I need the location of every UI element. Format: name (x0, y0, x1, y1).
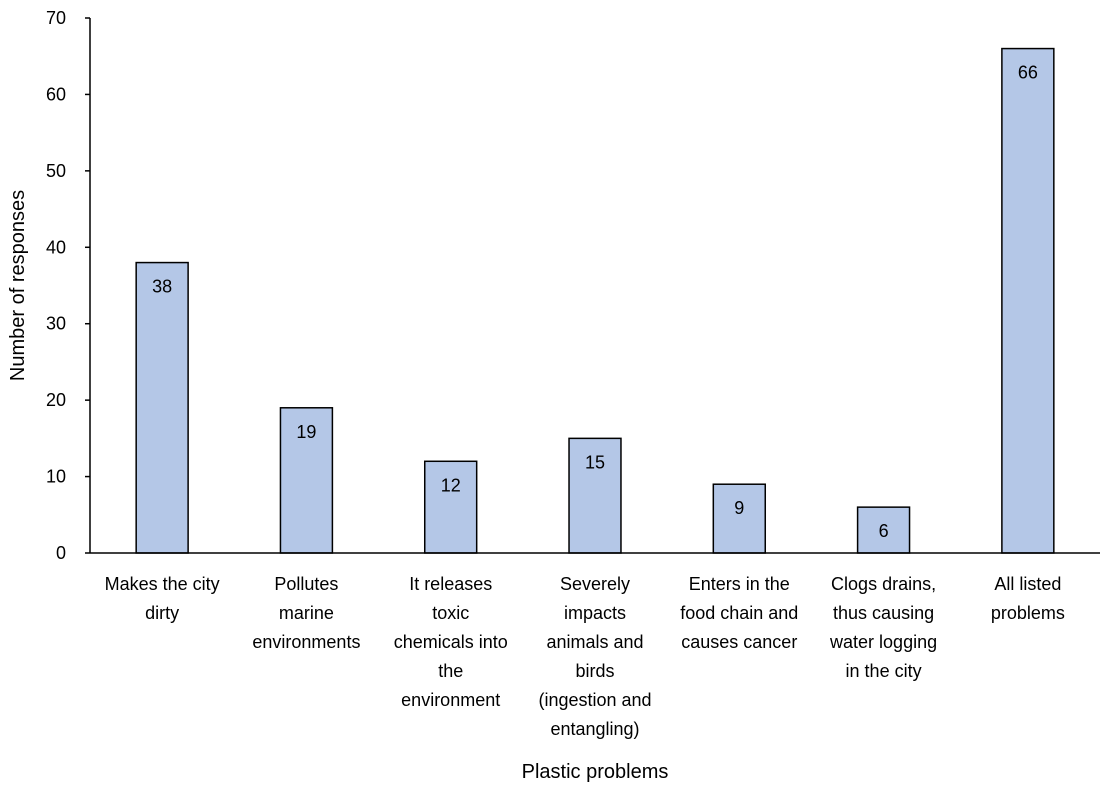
category-label-6: All listed problems (991, 574, 1065, 623)
data-label-1: 19 (296, 422, 316, 442)
category-label-6-line-0: All listed (994, 574, 1061, 594)
category-label-3-line-3: birds (575, 661, 614, 681)
y-tick-label-3: 30 (46, 314, 66, 334)
x-axis-title: Plastic problems (522, 761, 669, 783)
bars (135, 47, 1055, 554)
category-label-2-line-4: environment (401, 690, 500, 710)
category-label-0: Makes the city dirty (105, 574, 220, 623)
category-label-5-line-0: Clogs drains, (831, 574, 936, 594)
category-label-3-line-5: entangling) (550, 719, 639, 739)
category-label-2-line-1: toxic (432, 603, 469, 623)
y-tick-label-2: 20 (46, 390, 66, 410)
data-label-6: 66 (1018, 63, 1038, 83)
y-tick-label-6: 60 (46, 84, 66, 104)
category-label-3-line-4: (ingestion and (538, 690, 651, 710)
category-label-2: It releases toxic chemicals into the environ… (394, 574, 508, 710)
bar-5 (856, 506, 911, 554)
data-label-2: 12 (441, 475, 461, 495)
y-tick-label-4: 40 (46, 237, 66, 257)
y-tick-label-5: 50 (46, 161, 66, 181)
bar-1 (279, 407, 334, 554)
category-label-4-line-1: food chain and (680, 603, 798, 623)
category-labels: Makes the city dirty Pollutes marine environ… (105, 574, 1065, 739)
y-tick-label-0: 0 (56, 543, 66, 563)
category-label-3-line-0: Severely (560, 574, 630, 594)
bar-6 (1001, 47, 1055, 554)
category-label-4-line-2: causes cancer (681, 632, 797, 652)
y-axis-title: Number of responses (7, 190, 29, 381)
data-label-3: 15 (585, 452, 605, 472)
category-label-1-line-2: environments (252, 632, 360, 652)
category-label-1-line-1: marine (279, 603, 334, 623)
category-label-0-line-0: Makes the city (105, 574, 220, 594)
category-label-0-line-1: dirty (145, 603, 179, 623)
category-label-5-line-2: water logging (829, 632, 937, 652)
category-label-1: Pollutes marine environments (252, 574, 360, 652)
category-label-2-line-0: It releases (409, 574, 492, 594)
category-label-5-line-3: in the city (846, 661, 922, 681)
bar-0 (135, 261, 189, 554)
category-label-3-line-2: animals and (546, 632, 643, 652)
category-label-2-line-2: chemicals into (394, 632, 508, 652)
category-label-5-line-1: thus causing (833, 603, 934, 623)
category-label-2-line-3: the (438, 661, 463, 681)
bar-3 (568, 437, 622, 554)
category-label-3: Severely impacts animals and birds (ingestio… (538, 574, 651, 739)
bar-4 (712, 483, 767, 554)
category-label-3-line-1: impacts (564, 603, 626, 623)
category-label-1-line-0: Pollutes (274, 574, 338, 594)
category-label-4: Enters in the food chain and causes cancer (680, 574, 798, 652)
data-label-4: 9 (734, 498, 744, 518)
y-tick-label-7: 70 (46, 8, 66, 28)
category-label-6-line-1: problems (991, 603, 1065, 623)
category-label-5: Clogs drains, thus causing water logging in… (829, 574, 937, 681)
y-axis-ticks: 0 10 20 30 40 50 60 70 (46, 8, 90, 563)
data-label-0: 38 (152, 277, 172, 297)
category-label-4-line-0: Enters in the (689, 574, 790, 594)
data-label-5: 6 (879, 521, 889, 541)
y-tick-label-1: 10 (46, 467, 66, 487)
